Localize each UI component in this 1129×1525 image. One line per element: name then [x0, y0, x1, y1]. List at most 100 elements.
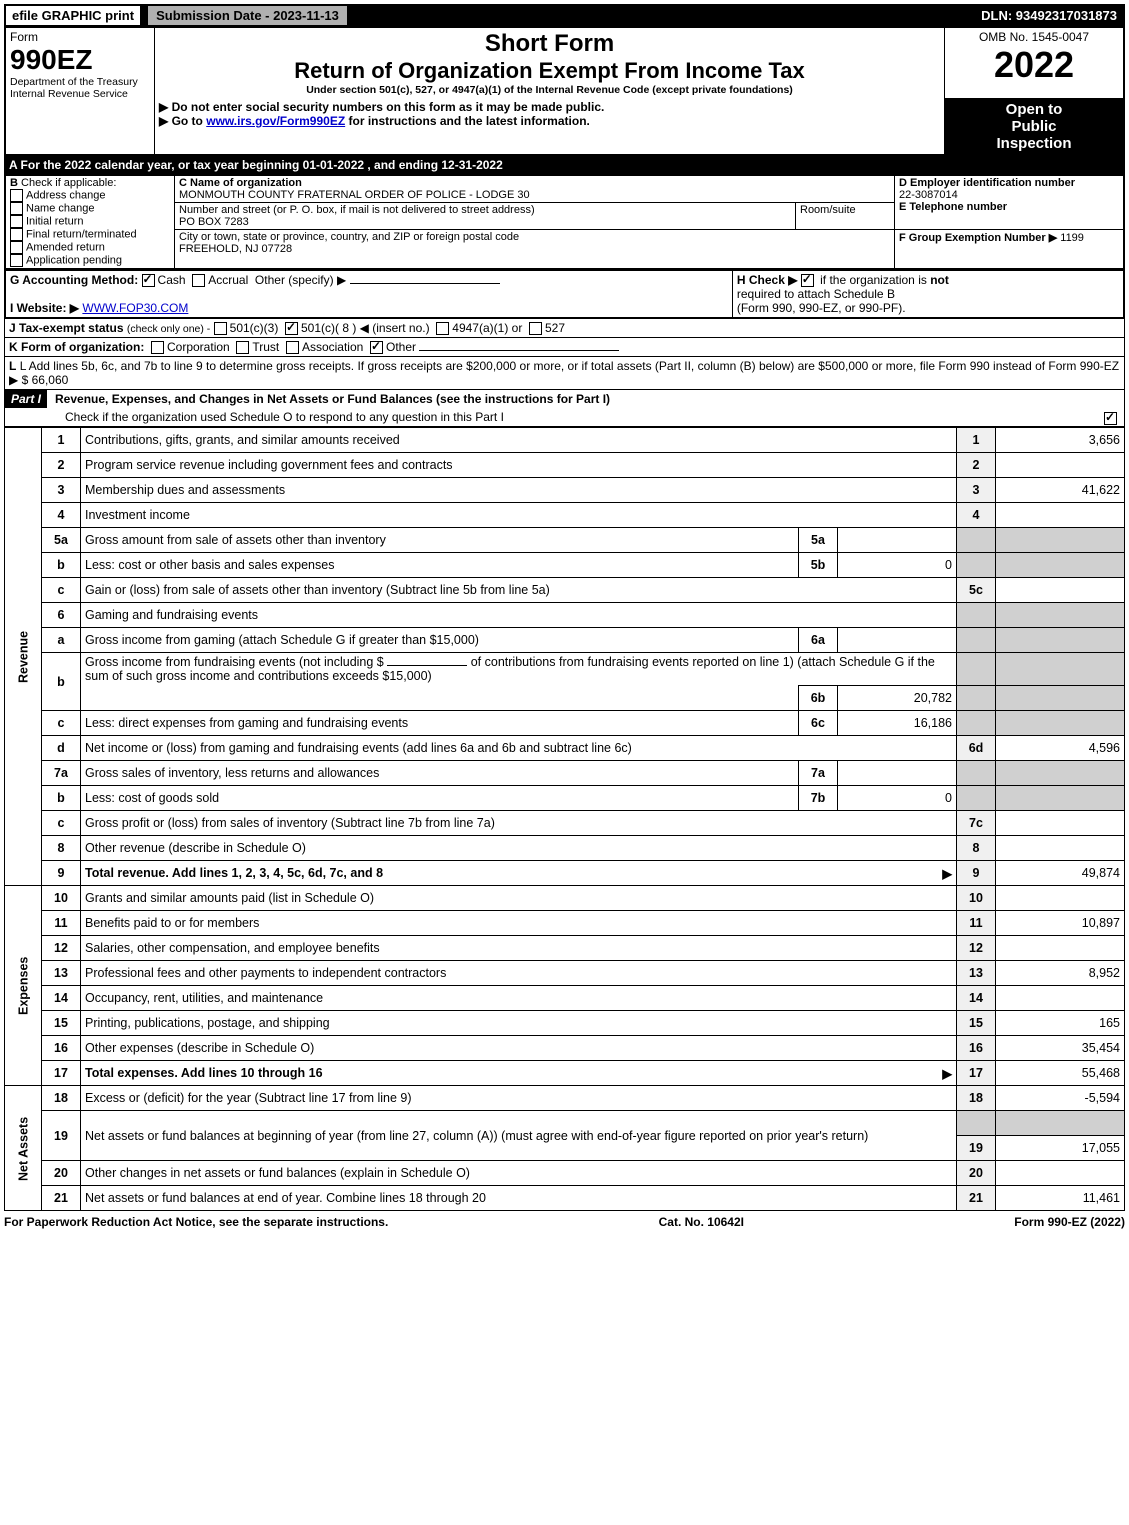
- line-6d-desc: Net income or (loss) from gaming and fun…: [85, 741, 632, 755]
- line-15-num: 15: [42, 1011, 81, 1036]
- line-6c-inner-label: 6c: [799, 711, 838, 736]
- line-10-num: 10: [42, 886, 81, 911]
- opt-other-specify: Other (specify) ▶: [255, 273, 346, 287]
- opt-501c: 501(c)( 8 ) ◀ (insert no.): [301, 321, 430, 335]
- line-5b-shaded2: [996, 553, 1125, 578]
- checkbox-4947a1[interactable]: [436, 322, 449, 335]
- line-7b-shaded: [957, 786, 996, 811]
- checkbox-cash[interactable]: [142, 274, 155, 287]
- section-h-text2: if the organization is: [820, 273, 930, 287]
- line-1-num: 1: [42, 428, 81, 453]
- section-f-label: F Group Exemption Number ▶: [899, 232, 1057, 244]
- line-19-shaded: [957, 1111, 996, 1136]
- section-l: L L Add lines 5b, 6c, and 7b to line 9 t…: [4, 357, 1125, 390]
- check-if-applicable: Check if applicable:: [21, 177, 116, 189]
- section-j-label: J Tax-exempt status: [9, 321, 124, 335]
- checkbox-association[interactable]: [286, 341, 299, 354]
- checkbox-schedule-b-not-required[interactable]: [801, 274, 814, 287]
- line-7a-inner-value: [838, 761, 957, 786]
- line-1-desc: Contributions, gifts, grants, and simila…: [85, 433, 400, 447]
- footer-left: For Paperwork Reduction Act Notice, see …: [4, 1215, 388, 1229]
- top-bar: efile GRAPHIC print Submission Date - 20…: [4, 4, 1125, 26]
- line-6c-shaded2: [996, 711, 1125, 736]
- checkbox-amended-return[interactable]: [10, 241, 23, 254]
- checkbox-trust[interactable]: [236, 341, 249, 354]
- line-2-box: 2: [957, 453, 996, 478]
- line-19-desc: Net assets or fund balances at beginning…: [85, 1129, 868, 1143]
- opt-cash: Cash: [158, 273, 186, 287]
- checkbox-other-org[interactable]: [370, 341, 383, 354]
- inspection-line1: Open to: [949, 101, 1119, 118]
- checkbox-final-return[interactable]: [10, 228, 23, 241]
- irs-link[interactable]: www.irs.gov/Form990EZ: [206, 114, 345, 128]
- omb-number: OMB No. 1545-0047: [949, 30, 1119, 44]
- line-6a-desc: Gross income from gaming (attach Schedul…: [85, 633, 479, 647]
- checkbox-schedule-o-used[interactable]: [1104, 412, 1117, 425]
- line-6b-desc1: Gross income from fundraising events (no…: [85, 655, 384, 669]
- line-8-desc: Other revenue (describe in Schedule O): [85, 841, 306, 855]
- line-18-box: 18: [957, 1086, 996, 1111]
- short-form-title: Short Form: [159, 30, 940, 58]
- checkbox-application-pending[interactable]: [10, 254, 23, 267]
- line-5a-inner-value: [838, 528, 957, 553]
- line-17-desc: Total expenses. Add lines 10 through 16: [85, 1066, 323, 1080]
- section-h-label: H Check ▶: [737, 273, 798, 287]
- form-header-table: Form 990EZ Department of the Treasury In…: [4, 26, 1125, 156]
- line-4-num: 4: [42, 503, 81, 528]
- line-19-shaded2: [996, 1111, 1125, 1136]
- line-13-desc: Professional fees and other payments to …: [85, 966, 446, 980]
- line-17-arrow: ▶: [942, 1066, 952, 1081]
- checkbox-501c3[interactable]: [214, 322, 227, 335]
- checkbox-accrual[interactable]: [192, 274, 205, 287]
- line-21-num: 21: [42, 1186, 81, 1211]
- checkbox-initial-return[interactable]: [10, 215, 23, 228]
- footer-right: Form 990-EZ (2022): [1014, 1215, 1125, 1229]
- line-19-box: 19: [957, 1136, 996, 1161]
- line-5c-value: [996, 578, 1125, 603]
- line-6b-shaded: [957, 653, 996, 686]
- line-5c-box: 5c: [957, 578, 996, 603]
- line-7b-inner-value: 0: [838, 786, 957, 811]
- line-7a-desc: Gross sales of inventory, less returns a…: [85, 766, 379, 780]
- opt-amended-return: Amended return: [26, 241, 105, 253]
- line-3-value: 41,622: [996, 478, 1125, 503]
- line-5b-inner-label: 5b: [799, 553, 838, 578]
- efile-print-label[interactable]: efile GRAPHIC print: [4, 4, 142, 27]
- line-6b-shaded2: [996, 653, 1125, 686]
- line-13-num: 13: [42, 961, 81, 986]
- line-7c-desc: Gross profit or (loss) from sales of inv…: [85, 816, 495, 830]
- city-value: FREEHOLD, NJ 07728: [179, 243, 292, 255]
- section-g-label: G Accounting Method:: [10, 273, 138, 287]
- website-link[interactable]: WWW.FOP30.COM: [82, 301, 188, 315]
- line-2-desc: Program service revenue including govern…: [85, 458, 453, 472]
- line-20-box: 20: [957, 1161, 996, 1186]
- tax-year: 2022: [949, 44, 1119, 86]
- section-l-arrow: ▶ $: [9, 373, 28, 387]
- gh-block: G Accounting Method: Cash Accrual Other …: [4, 270, 1125, 319]
- line-7b-inner-label: 7b: [799, 786, 838, 811]
- line-7a-inner-label: 7a: [799, 761, 838, 786]
- line-19-value: 17,055: [996, 1136, 1125, 1161]
- section-j: J Tax-exempt status (check only one) - 5…: [4, 319, 1125, 338]
- line-20-num: 20: [42, 1161, 81, 1186]
- section-c-label: C Name of organization: [179, 177, 302, 189]
- line-6b-inner-value: 20,782: [838, 686, 957, 711]
- checkbox-name-change[interactable]: [10, 202, 23, 215]
- line-7b-num: b: [42, 786, 81, 811]
- line-13-box: 13: [957, 961, 996, 986]
- checkbox-address-change[interactable]: [10, 189, 23, 202]
- checkbox-corporation[interactable]: [151, 341, 164, 354]
- line-5c-desc: Gain or (loss) from sale of assets other…: [85, 583, 550, 597]
- line-7c-box: 7c: [957, 811, 996, 836]
- section-l-text: L Add lines 5b, 6c, and 7b to line 9 to …: [20, 359, 1119, 373]
- checkbox-501c[interactable]: [285, 322, 298, 335]
- line-5a-num: 5a: [42, 528, 81, 553]
- section-b-label: B: [10, 177, 18, 189]
- checkbox-527[interactable]: [529, 322, 542, 335]
- section-j-note: (check only one) -: [127, 323, 210, 335]
- section-e-label: E Telephone number: [899, 201, 1007, 213]
- other-org-line: [419, 350, 619, 351]
- subtitle: Under section 501(c), 527, or 4947(a)(1)…: [159, 84, 940, 96]
- line-6c-num: c: [42, 711, 81, 736]
- line-12-desc: Salaries, other compensation, and employ…: [85, 941, 380, 955]
